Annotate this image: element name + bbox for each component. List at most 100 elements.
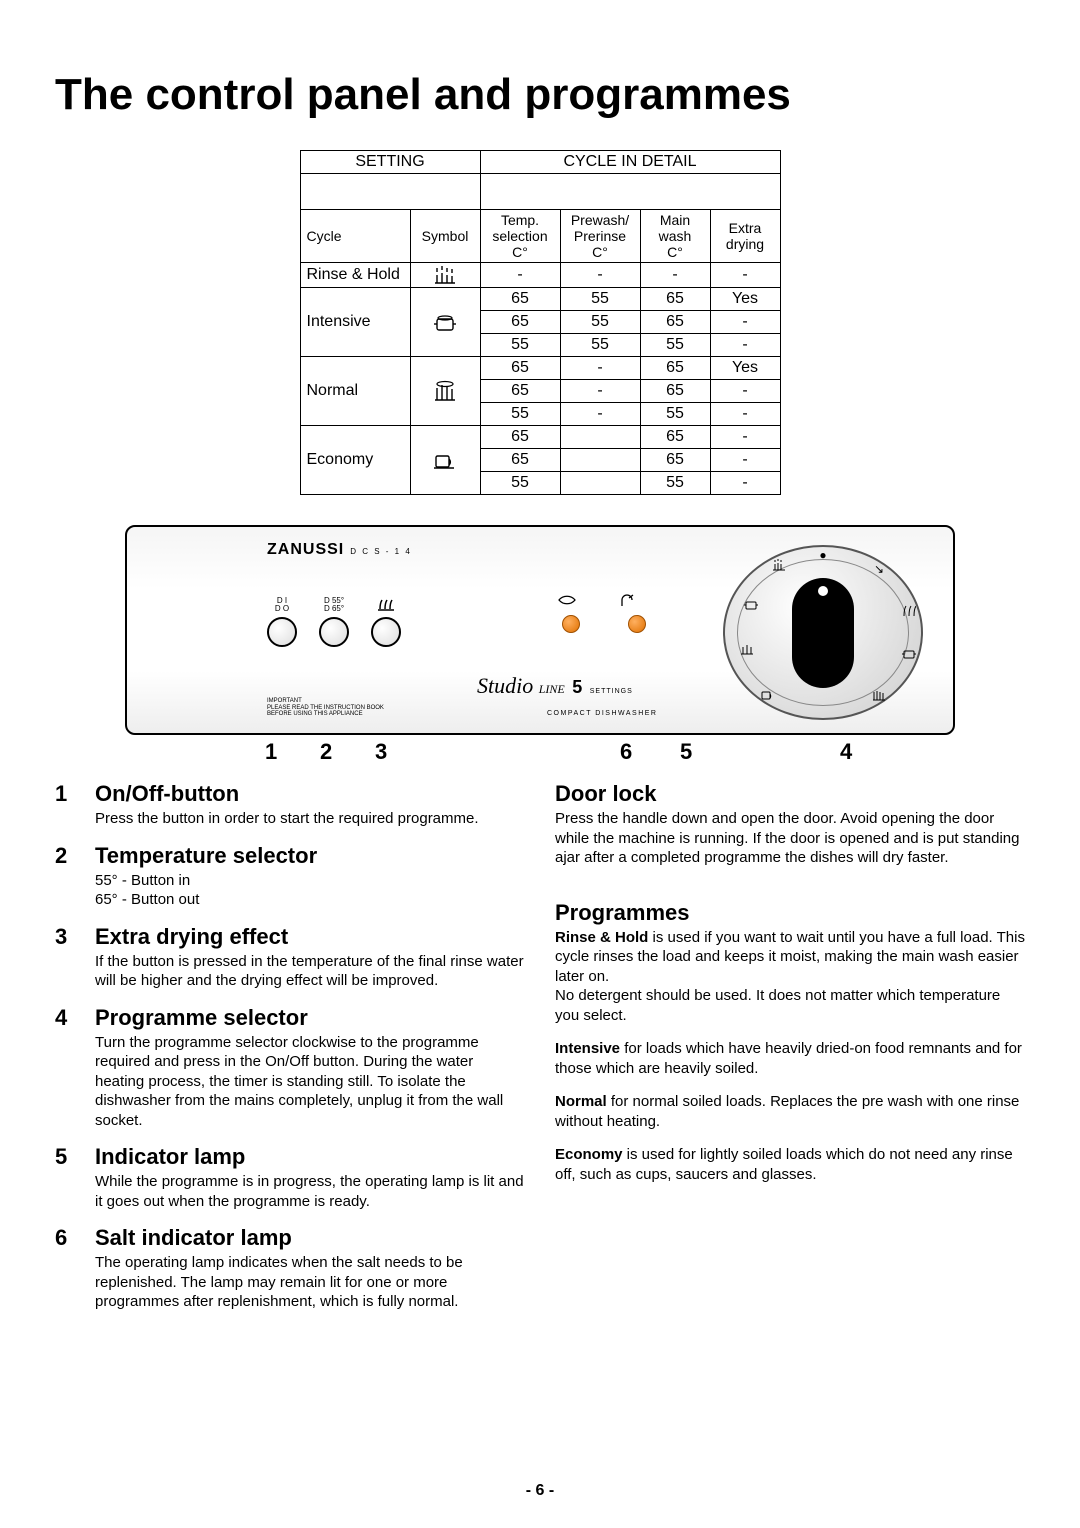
numbered-item: 1 On/Off-buttonPress the button in order … bbox=[55, 781, 525, 831]
compact-label: COMPACT DISHWASHER bbox=[547, 710, 658, 717]
item-heading: Indicator lamp bbox=[95, 1144, 525, 1170]
table-cell: 65 bbox=[640, 449, 710, 472]
hdr-setting: SETTING bbox=[300, 151, 480, 174]
table-cell: 65 bbox=[480, 426, 560, 449]
prog-rinse: Rinse & Hold is used if you want to wait… bbox=[555, 928, 1025, 1026]
table-cell: 65 bbox=[480, 449, 560, 472]
item-number: 2 bbox=[55, 843, 77, 912]
table-cell: 55 bbox=[560, 311, 640, 334]
table-cell: 65 bbox=[480, 357, 560, 380]
cycle-symbol-icon bbox=[410, 426, 480, 495]
hdr-cycle-detail: CYCLE IN DETAIL bbox=[480, 151, 780, 174]
table-cell: - bbox=[710, 426, 780, 449]
item-text: The operating lamp indicates when the sa… bbox=[95, 1253, 525, 1312]
table-cell: - bbox=[640, 263, 710, 288]
table-cell: 65 bbox=[640, 311, 710, 334]
numbered-item: 6 Salt indicator lampThe operating lamp i… bbox=[55, 1225, 525, 1314]
doorlock-text: Press the handle down and open the door.… bbox=[555, 809, 1025, 868]
doorlock-heading: Door lock bbox=[555, 781, 1025, 807]
table-cell: - bbox=[560, 380, 640, 403]
numbered-item: 4Programme selectorTurn the programme se… bbox=[55, 1005, 525, 1133]
item-text: While the programme is in progress, the … bbox=[95, 1172, 525, 1211]
cycle-symbol-icon bbox=[410, 263, 480, 288]
heat-mark-icon bbox=[902, 604, 916, 618]
item-number: 3 bbox=[55, 924, 77, 993]
cycle-symbol-icon bbox=[410, 288, 480, 357]
cycle-name: Normal bbox=[300, 357, 410, 426]
table-cell: 55 bbox=[640, 334, 710, 357]
brand-label: ZANUSSID C S - 1 4 bbox=[267, 541, 412, 559]
table-cell: 55 bbox=[640, 472, 710, 495]
table-cell: 65 bbox=[640, 288, 710, 311]
drying-button-graphic bbox=[371, 597, 401, 647]
programme-dial: ● ↘ bbox=[723, 545, 923, 720]
item-number: 1 bbox=[55, 781, 77, 831]
temp-button-graphic: D 55°D 65° bbox=[319, 597, 349, 647]
table-cell: 55 bbox=[560, 334, 640, 357]
page-number: - 6 - bbox=[0, 1482, 1080, 1500]
cycle-name: Intensive bbox=[300, 288, 410, 357]
table-cell: - bbox=[710, 472, 780, 495]
table-cell: 55 bbox=[480, 403, 560, 426]
table-cell: 55 bbox=[640, 403, 710, 426]
operating-led bbox=[628, 615, 646, 633]
col-temp: Temp.selectionC° bbox=[480, 210, 560, 263]
programmes-heading: Programmes bbox=[555, 900, 1025, 926]
table-cell: Yes bbox=[710, 288, 780, 311]
table-cell: 55 bbox=[560, 288, 640, 311]
table-cell: - bbox=[710, 311, 780, 334]
table-cell: 65 bbox=[640, 357, 710, 380]
prog-economy: Economy is used for lightly soiled loads… bbox=[555, 1145, 1025, 1184]
cycle-table: SETTING CYCLE IN DETAIL Cycle Symbol Tem… bbox=[300, 150, 781, 495]
table-cell: 65 bbox=[480, 311, 560, 334]
item-text: 55° - Button in65° - Button out bbox=[95, 871, 317, 910]
cup-mark-icon bbox=[760, 688, 774, 702]
table-cell: - bbox=[710, 380, 780, 403]
table-cell: - bbox=[480, 263, 560, 288]
table-cell: - bbox=[560, 357, 640, 380]
table-cell: - bbox=[560, 403, 640, 426]
rinse-mark-icon bbox=[771, 558, 787, 572]
indicator-icon bbox=[619, 593, 635, 612]
plates-mark-icon bbox=[871, 688, 887, 702]
table-cell: - bbox=[710, 334, 780, 357]
table-cell: - bbox=[560, 263, 640, 288]
col-prewash: Prewash/PrerinseC° bbox=[560, 210, 640, 263]
prog-intensive: Intensive for loads which have heavily d… bbox=[555, 1039, 1025, 1078]
item-heading: Salt indicator lamp bbox=[95, 1225, 525, 1251]
item-number: 5 bbox=[55, 1144, 77, 1213]
item-text: If the button is pressed in the temperat… bbox=[95, 952, 525, 991]
salt-led bbox=[562, 615, 580, 633]
numbered-item: 2Temperature selector55° - Button in65° … bbox=[55, 843, 525, 912]
table-cell: 55 bbox=[480, 334, 560, 357]
onoff-button-graphic: D ID O bbox=[267, 597, 297, 647]
callout-numbers: 1 2 3 6 5 4 bbox=[125, 739, 955, 763]
item-number: 6 bbox=[55, 1225, 77, 1314]
table-cell: 65 bbox=[480, 288, 560, 311]
item-text: Turn the programme selector clockwise to… bbox=[95, 1033, 525, 1131]
table-cell bbox=[560, 472, 640, 495]
important-label: IMPORTANTPLEASE READ THE INSTRUCTION BOO… bbox=[267, 698, 384, 717]
numbered-item: 5 Indicator lampWhile the programme is in… bbox=[55, 1144, 525, 1213]
intensive-mark-icon bbox=[743, 597, 759, 611]
item-text: Press the button in order to start the r… bbox=[95, 809, 479, 829]
col-main: MainwashC° bbox=[640, 210, 710, 263]
page-title: The control panel and programmes bbox=[55, 70, 1025, 120]
table-cell: 65 bbox=[480, 380, 560, 403]
table-cell: Yes bbox=[710, 357, 780, 380]
table-cell bbox=[560, 426, 640, 449]
col-extra: Extradrying bbox=[710, 210, 780, 263]
table-cell: - bbox=[710, 403, 780, 426]
cycle-name: Rinse & Hold bbox=[300, 263, 410, 288]
table-cell: 65 bbox=[640, 426, 710, 449]
salt-icon bbox=[557, 593, 577, 612]
studio-line-label: Studio LINE 5 SETTINGS bbox=[477, 673, 633, 699]
control-panel-illustration: ZANUSSID C S - 1 4 D ID O D 55°D 65° bbox=[125, 525, 955, 735]
table-cell: 65 bbox=[640, 380, 710, 403]
col-symbol: Symbol bbox=[410, 210, 480, 263]
pot-mark-icon bbox=[901, 646, 917, 660]
table-cell bbox=[560, 449, 640, 472]
heat-icon bbox=[377, 597, 395, 611]
item-heading: Programme selector bbox=[95, 1005, 525, 1031]
item-heading: On/Off-button bbox=[95, 781, 479, 807]
